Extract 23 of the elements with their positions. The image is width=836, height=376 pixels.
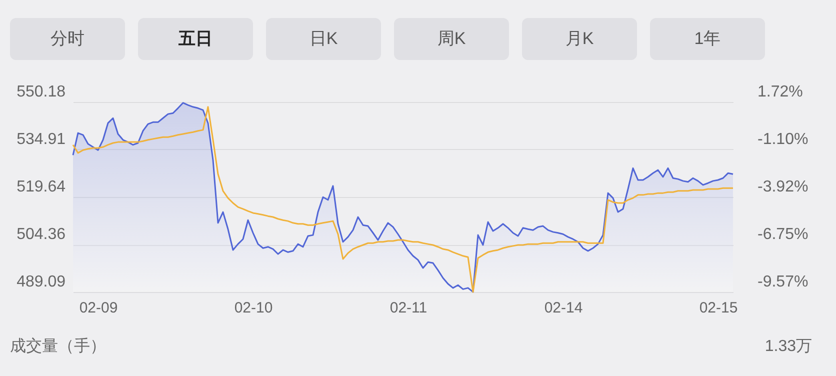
y-tick-label: 489.09 xyxy=(16,274,66,290)
x-tick-label: 02-11 xyxy=(390,300,428,316)
text: 月K xyxy=(522,18,637,60)
x-tick-label: 02-14 xyxy=(544,300,583,316)
y2-tick-label: -6.75% xyxy=(758,226,808,244)
text: 日K xyxy=(266,18,381,60)
text: 分时 xyxy=(10,18,125,60)
y-tick-label: 504.36 xyxy=(16,226,66,244)
y2-tick-label: -9.57% xyxy=(758,274,808,290)
text: 周K xyxy=(394,18,509,60)
x-tick-label: 02-15 xyxy=(699,300,738,316)
text: 1.33万 xyxy=(764,337,812,357)
text: 成交量（手） xyxy=(10,336,106,357)
text: 1年 xyxy=(650,18,765,60)
y2-tick-label: -1.10% xyxy=(758,130,808,148)
text: 五日 xyxy=(138,18,253,60)
y-tick-label: 550.18 xyxy=(16,84,66,100)
y-tick-label: 519.64 xyxy=(16,178,66,196)
x-tick-label: 02-09 xyxy=(79,300,118,316)
y-tick-label: 534.91 xyxy=(16,130,66,148)
x-tick-label: 02-10 xyxy=(234,300,273,316)
y2-tick-label: -3.92% xyxy=(758,178,808,196)
y2-tick-label: 1.72% xyxy=(758,84,803,100)
